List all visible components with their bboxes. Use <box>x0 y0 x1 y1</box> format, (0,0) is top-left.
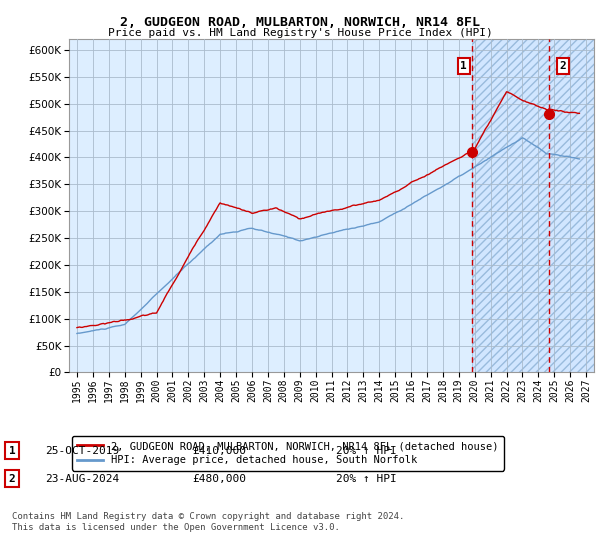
Text: 2, GUDGEON ROAD, MULBARTON, NORWICH, NR14 8FL: 2, GUDGEON ROAD, MULBARTON, NORWICH, NR1… <box>120 16 480 29</box>
Bar <box>472 39 594 372</box>
Text: Contains HM Land Registry data © Crown copyright and database right 2024.
This d: Contains HM Land Registry data © Crown c… <box>12 512 404 532</box>
Text: 2: 2 <box>8 474 16 484</box>
Text: £480,000: £480,000 <box>192 474 246 484</box>
Text: 2: 2 <box>560 61 566 71</box>
Bar <box>472 39 594 372</box>
Text: £410,000: £410,000 <box>192 446 246 456</box>
Text: Price paid vs. HM Land Registry's House Price Index (HPI): Price paid vs. HM Land Registry's House … <box>107 28 493 38</box>
Text: 20% ↑ HPI: 20% ↑ HPI <box>336 446 397 456</box>
Legend: 2, GUDGEON ROAD, MULBARTON, NORWICH, NR14 8FL (detached house), HPI: Average pri: 2, GUDGEON ROAD, MULBARTON, NORWICH, NR1… <box>71 436 504 470</box>
Text: 25-OCT-2019: 25-OCT-2019 <box>45 446 119 456</box>
Text: 1: 1 <box>8 446 16 456</box>
Text: 23-AUG-2024: 23-AUG-2024 <box>45 474 119 484</box>
Text: 1: 1 <box>460 61 467 71</box>
Text: 20% ↑ HPI: 20% ↑ HPI <box>336 474 397 484</box>
